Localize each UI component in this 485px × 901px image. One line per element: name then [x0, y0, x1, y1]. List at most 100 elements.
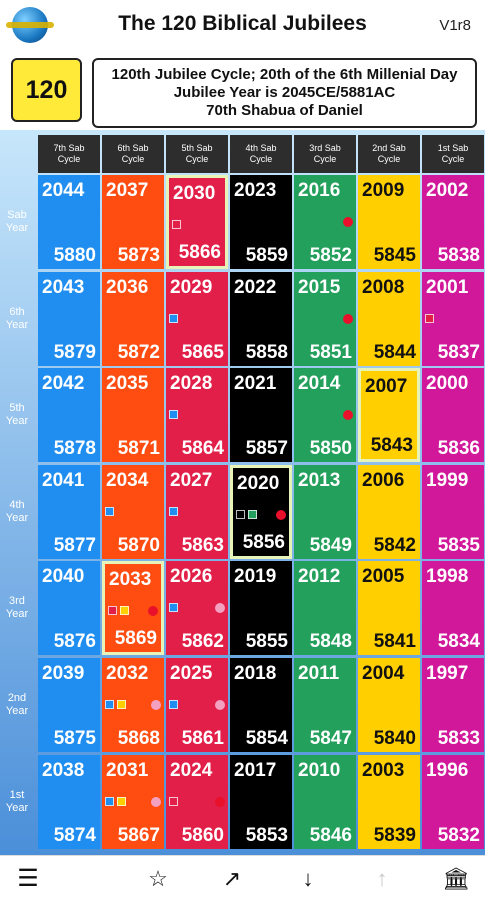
year-cell[interactable]: 2025 5861: [166, 658, 228, 752]
year-cell[interactable]: 2011 5847: [294, 658, 356, 752]
column-header-label: 4th Sab Cycle: [245, 143, 276, 165]
year-cell[interactable]: 2028 5864: [166, 368, 228, 463]
year-cell[interactable]: 2008 5844: [358, 271, 420, 366]
arrow-down-icon[interactable]: ↓: [302, 865, 314, 891]
column-header: 7th Sab Cycle: [38, 135, 100, 173]
year-cell[interactable]: 2022 5858: [230, 271, 292, 366]
gregorian-year: 2033: [109, 569, 152, 591]
jubilee-cycle-number[interactable]: 120: [11, 58, 82, 122]
year-cell[interactable]: 2040 5876: [38, 561, 100, 656]
year-cell[interactable]: 2001 5837: [422, 271, 484, 366]
version-label: V1r8: [439, 17, 471, 34]
year-cell[interactable]: 2031 5867: [102, 754, 164, 849]
creation-year: 5860: [181, 824, 224, 846]
year-cell[interactable]: 2014 5850: [294, 368, 356, 463]
creation-year: 5832: [437, 824, 480, 846]
year-cell[interactable]: 2012 5848: [294, 561, 356, 656]
year-cell[interactable]: 2021 5857: [230, 368, 292, 463]
year-cell[interactable]: 2033 5869: [102, 561, 164, 656]
year-cell[interactable]: 2013 5849: [294, 464, 356, 559]
column-header-label: 5th Sab Cycle: [181, 143, 212, 165]
year-cell[interactable]: 2041 5877: [38, 464, 100, 559]
arrow-up-icon: ↑: [376, 865, 388, 891]
row-label-text: Year: [5, 705, 29, 717]
menu-icon[interactable]: ☰: [17, 865, 39, 892]
description-line-3: 70th Shabua of Daniel: [206, 102, 363, 119]
year-cell[interactable]: 2000 5836: [422, 368, 484, 463]
year-cell[interactable]: 2042 5878: [38, 368, 100, 463]
creation-year: 5876: [53, 631, 96, 653]
year-cell[interactable]: 2044 5880: [38, 175, 100, 269]
gregorian-year: 2041: [42, 469, 85, 491]
year-cell[interactable]: 2026 5862: [166, 561, 228, 656]
year-cell[interactable]: 2015 5851: [294, 271, 356, 366]
app-title: The 120 Biblical Jubilees: [118, 12, 367, 35]
year-cell[interactable]: 2010 5846: [294, 754, 356, 849]
year-cell[interactable]: 2003 5839: [358, 754, 420, 849]
event-markers: [169, 700, 225, 710]
row-label-text: Year: [5, 511, 29, 524]
arrow-up-right-icon[interactable]: ↗: [222, 865, 242, 891]
column-header: 3rd Sab Cycle: [294, 135, 356, 173]
year-cell[interactable]: 2030 5866: [166, 175, 228, 269]
creation-year: 5835: [437, 534, 480, 556]
event-markers: [172, 220, 222, 230]
event-square-icon: [236, 509, 245, 519]
year-cell[interactable]: 2032 5868: [102, 658, 164, 752]
gregorian-year: 2029: [170, 276, 213, 298]
year-cell[interactable]: 2009 5845: [358, 175, 420, 269]
column-header-label: 2nd Sab Cycle: [372, 143, 406, 165]
event-square-icon: [425, 313, 434, 323]
gregorian-year: 2018: [234, 663, 277, 684]
gregorian-year: 2019: [234, 566, 277, 588]
year-cell[interactable]: 2005 5841: [358, 561, 420, 656]
year-cell[interactable]: 2004 5840: [358, 658, 420, 752]
year-cell[interactable]: 2034 5870: [102, 464, 164, 559]
creation-year: 5852: [309, 245, 352, 266]
bank-icon[interactable]: 🏛: [442, 865, 470, 891]
year-cell[interactable]: 2020 5856: [230, 464, 292, 559]
year-cell[interactable]: 1998 5834: [422, 561, 484, 656]
year-cell[interactable]: 2024 5860: [166, 754, 228, 849]
gregorian-year: 2011: [298, 663, 340, 684]
creation-year: 5879: [53, 341, 96, 363]
year-cell[interactable]: 2006 5842: [358, 464, 420, 559]
gregorian-year: 2030: [173, 183, 216, 204]
year-cell[interactable]: 2037 5873: [102, 175, 164, 269]
year-cell[interactable]: 2039 5875: [38, 658, 100, 752]
star-icon[interactable]: ☆: [148, 865, 168, 891]
event-dot-icon: [215, 603, 225, 614]
event-markers: [108, 606, 158, 617]
year-cell[interactable]: 2029 5865: [166, 271, 228, 366]
column-header: 6th Sab Cycle: [102, 135, 164, 173]
event-square-icon: [169, 506, 178, 516]
year-cell[interactable]: 2027 5863: [166, 464, 228, 559]
year-cell[interactable]: 2018 5854: [230, 658, 292, 752]
year-cell[interactable]: 2016 5852: [294, 175, 356, 269]
year-cell[interactable]: 1997 5833: [422, 658, 484, 752]
event-markers: [236, 509, 286, 520]
year-cell[interactable]: 2035 5871: [102, 368, 164, 463]
creation-year: 5840: [373, 728, 416, 749]
event-square-icon: [108, 606, 117, 616]
event-markers: [425, 313, 481, 324]
column-header-label: 7th Sab Cycle: [53, 143, 84, 165]
gregorian-year: 2010: [298, 759, 341, 781]
year-cell[interactable]: 1996 5832: [422, 754, 484, 849]
creation-year: 5847: [309, 728, 352, 749]
year-cell[interactable]: 1999 5835: [422, 464, 484, 559]
row-label: 3rd Year: [0, 561, 34, 655]
year-cell[interactable]: 2002 5838: [422, 175, 484, 269]
year-cell[interactable]: 2007 5843: [358, 368, 420, 463]
gregorian-year: 2003: [362, 759, 405, 781]
event-dot-icon: [343, 410, 353, 421]
year-cell[interactable]: 2038 5874: [38, 754, 100, 849]
year-cell[interactable]: 2017 5853: [230, 754, 292, 849]
gregorian-year: 2021: [234, 373, 277, 395]
year-cell[interactable]: 2023 5859: [230, 175, 292, 269]
creation-year: 5863: [181, 534, 224, 556]
year-cell[interactable]: 2019 5855: [230, 561, 292, 656]
row-label-text: 6th: [9, 305, 25, 318]
year-cell[interactable]: 2036 5872: [102, 271, 164, 366]
year-cell[interactable]: 2043 5879: [38, 271, 100, 366]
